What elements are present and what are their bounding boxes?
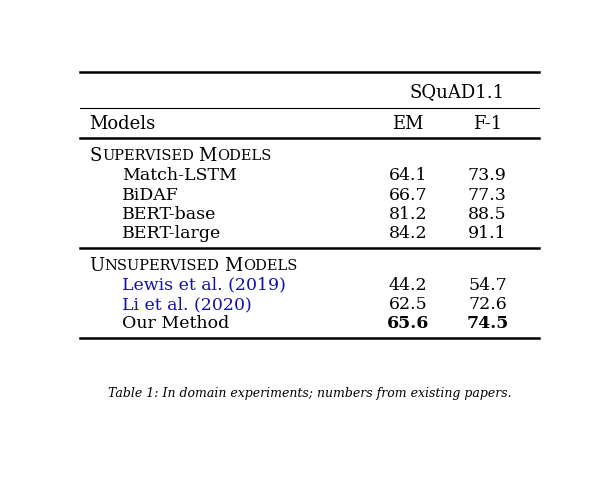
Text: 91.1: 91.1 (468, 225, 507, 242)
Text: 77.3: 77.3 (468, 187, 507, 204)
Text: 73.9: 73.9 (468, 167, 507, 184)
Text: SQuAD1.1: SQuAD1.1 (410, 83, 504, 102)
Text: U: U (89, 256, 104, 275)
Text: 66.7: 66.7 (388, 187, 427, 204)
Text: 54.7: 54.7 (468, 277, 507, 294)
Text: ODELS: ODELS (217, 149, 271, 163)
Text: 81.2: 81.2 (388, 206, 427, 223)
Text: UPERVISED: UPERVISED (102, 149, 194, 163)
Text: BERT-base: BERT-base (122, 206, 217, 223)
Text: 44.2: 44.2 (388, 277, 427, 294)
Text: EM: EM (392, 115, 423, 133)
Text: Li et al. (2020): Li et al. (2020) (122, 296, 252, 313)
Text: M: M (199, 147, 217, 165)
Text: Lewis et al. (2019): Lewis et al. (2019) (122, 277, 286, 294)
Text: Our Method: Our Method (122, 315, 230, 332)
Text: ODELS: ODELS (243, 258, 297, 273)
Text: NSUPERVISED: NSUPERVISED (104, 258, 220, 273)
Text: 88.5: 88.5 (468, 206, 507, 223)
Text: M: M (224, 256, 243, 275)
Text: S: S (89, 147, 102, 165)
Text: F-1: F-1 (473, 115, 502, 133)
Text: 64.1: 64.1 (388, 167, 427, 184)
Text: 72.6: 72.6 (468, 296, 507, 313)
Text: 84.2: 84.2 (388, 225, 427, 242)
Text: BERT-large: BERT-large (122, 225, 222, 242)
Text: Models: Models (89, 115, 156, 133)
Text: Match-LSTM: Match-LSTM (122, 167, 237, 184)
Text: 65.6: 65.6 (387, 315, 429, 332)
Text: 62.5: 62.5 (388, 296, 427, 313)
Text: Table 1: In domain experiments; numbers from existing papers.: Table 1: In domain experiments; numbers … (108, 387, 512, 400)
Text: BiDAF: BiDAF (122, 187, 179, 204)
Text: 74.5: 74.5 (466, 315, 509, 332)
